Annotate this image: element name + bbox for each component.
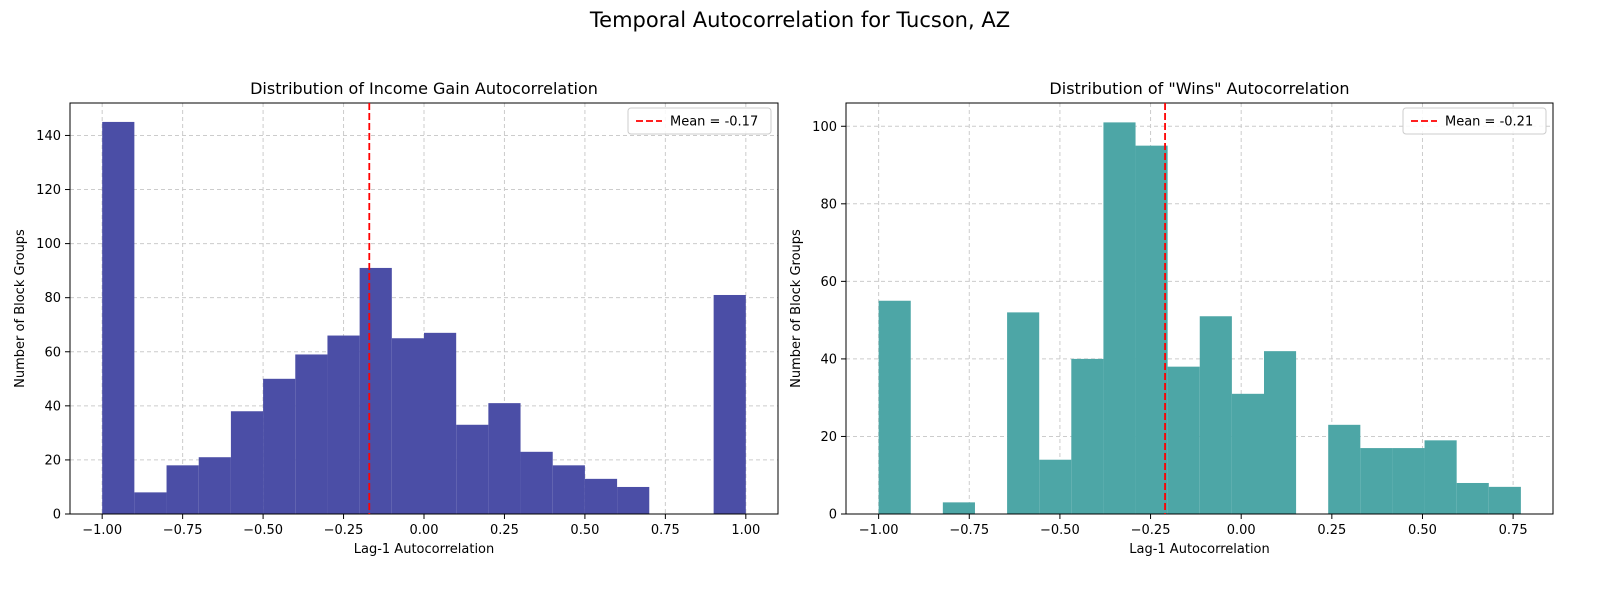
x-tick-label: 0.00 <box>410 523 439 538</box>
histogram-bar <box>198 457 231 514</box>
y-tick-label: 40 <box>820 352 837 367</box>
legend-label: Mean = -0.17 <box>670 115 758 130</box>
histogram-bar <box>1199 316 1232 514</box>
histogram-bar <box>1360 448 1393 514</box>
figure-title: Temporal Autocorrelation for Tucson, AZ <box>589 8 1011 32</box>
x-tick-label: −0.50 <box>243 523 283 538</box>
x-tick-label: −1.00 <box>859 523 899 538</box>
y-tick-label: 40 <box>44 399 61 414</box>
y-tick-label: 20 <box>820 430 837 445</box>
x-tick-label: 0.25 <box>490 523 519 538</box>
histogram-bar <box>456 424 489 514</box>
x-tick-label: 0.50 <box>1408 523 1437 538</box>
histogram-bar <box>1039 459 1072 514</box>
y-tick-label: 80 <box>44 291 61 306</box>
histogram-bar <box>1007 312 1040 514</box>
y-tick-label: 120 <box>36 183 61 198</box>
histogram-bar <box>878 300 911 514</box>
histogram-bar <box>1328 424 1361 514</box>
histogram-bar <box>713 294 746 514</box>
chart-panel-1: −1.00 −0.75 −0.50 −0.25 0.00 0.25 0.50 0.75 1.00… <box>13 79 779 557</box>
y-tick-label: 140 <box>36 129 61 144</box>
x-tick-label: 0.50 <box>570 523 599 538</box>
histogram-bar <box>1456 482 1489 514</box>
x-axis-label: Lag-1 Autocorrelation <box>354 542 495 557</box>
y-tick-label: 0 <box>53 508 61 523</box>
y-tick-label: 80 <box>820 197 837 212</box>
legend-label: Mean = -0.21 <box>1445 115 1533 130</box>
histogram-bar <box>134 492 167 514</box>
x-tick-label: −0.75 <box>949 523 989 538</box>
y-tick-label: 100 <box>812 120 837 135</box>
histogram-bar <box>263 378 296 514</box>
y-tick-label: 20 <box>44 453 61 468</box>
chart-title: Distribution of Income Gain Autocorrelat… <box>250 79 598 98</box>
x-tick-label: −0.25 <box>1131 523 1171 538</box>
histogram-bar <box>1071 358 1104 514</box>
histogram-bar <box>617 486 650 514</box>
histogram-bar <box>1103 122 1136 515</box>
x-tick-label: −0.25 <box>324 523 364 538</box>
histogram-bar <box>584 478 618 514</box>
y-tick-label: 60 <box>820 275 837 290</box>
histogram-bar <box>1392 448 1425 514</box>
x-tick-label: 0.75 <box>1499 523 1528 538</box>
legend: Mean = -0.21 <box>1402 107 1547 135</box>
x-tick-label: 0.00 <box>1227 523 1256 538</box>
histogram-bar <box>230 411 264 514</box>
x-tick-label: −0.50 <box>1040 523 1080 538</box>
histogram-bar <box>102 121 135 514</box>
y-tick-label: 100 <box>36 237 61 252</box>
histogram-bar <box>1488 486 1521 514</box>
histogram-bar <box>1264 351 1297 514</box>
histogram-bar <box>1135 145 1168 514</box>
y-tick-label: 0 <box>829 508 837 523</box>
histogram-bar <box>359 267 392 514</box>
x-tick-label: 1.00 <box>731 523 760 538</box>
histogram-bar <box>488 403 521 514</box>
histogram-bar <box>1424 440 1457 514</box>
x-axis-label: Lag-1 Autocorrelation <box>1129 542 1270 557</box>
x-tick-label: −1.00 <box>82 523 122 538</box>
legend: Mean = -0.17 <box>627 107 772 135</box>
histogram-bar <box>391 338 424 514</box>
plot-frame <box>845 102 1554 515</box>
y-axis-label: Number of Block Groups <box>13 229 28 388</box>
x-tick-label: 0.75 <box>651 523 680 538</box>
x-tick-label: 0.25 <box>1317 523 1346 538</box>
chart-title: Distribution of "Wins" Autocorrelation <box>1049 79 1349 98</box>
chart-panel-2: −1.00 −0.75 −0.50 −0.25 0.00 0.25 0.50 0.75 0 20 4… <box>789 79 1554 557</box>
histogram-bar <box>1167 366 1200 514</box>
histogram-bar <box>424 332 457 514</box>
histogram-bar <box>520 451 553 514</box>
y-axis-label: Number of Block Groups <box>789 229 804 388</box>
histogram-bar <box>295 354 328 514</box>
histogram-bar <box>942 502 975 514</box>
histogram-bar <box>166 465 199 514</box>
histogram-bar <box>327 335 360 514</box>
legend-box <box>627 107 772 135</box>
legend-box <box>1402 107 1547 135</box>
histogram-bar <box>1231 393 1265 514</box>
histogram-bar <box>552 465 585 514</box>
x-tick-label: −0.75 <box>163 523 203 538</box>
y-tick-label: 60 <box>44 345 61 360</box>
